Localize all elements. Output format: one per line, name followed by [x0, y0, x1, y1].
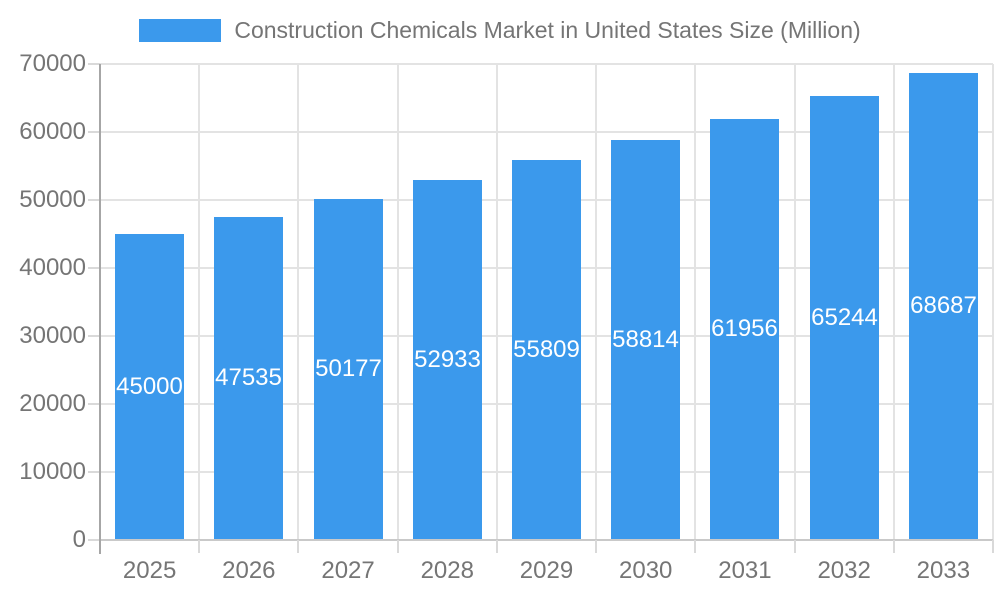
bar-value-label: 58814 [612, 326, 679, 354]
y-axis-tick-mark [88, 63, 100, 65]
y-axis-tick-mark [88, 403, 100, 405]
gridline-vertical [595, 64, 598, 540]
x-axis-tick-mark [892, 540, 895, 553]
x-axis-tick-mark [297, 540, 300, 553]
plot-area: 45000 47535 50177 52933 55809 58814 61956 65244… [100, 63, 994, 540]
x-axis-tick-label: 2029 [519, 557, 574, 584]
x-axis-tick-label: 2025 [122, 557, 177, 584]
bar-value-label: 65244 [811, 304, 878, 332]
x-axis-line [88, 539, 993, 541]
gridline-horizontal [100, 63, 993, 65]
y-axis-tick-mark [88, 131, 100, 133]
x-axis-tick-label: 2030 [619, 557, 673, 584]
bar-2031: 61956 [710, 118, 779, 540]
x-axis-tick-mark [198, 540, 201, 553]
legend-label: Construction Chemicals Market in United … [234, 17, 861, 43]
gridline-vertical [992, 64, 994, 540]
gridline-vertical [297, 64, 300, 540]
gridline-vertical [793, 64, 796, 540]
y-axis-tick-label: 0 [72, 526, 86, 553]
y-axis-tick-label: 30000 [19, 322, 86, 349]
x-axis-tick-mark [495, 540, 498, 553]
x-axis-tick-label: 2028 [420, 557, 474, 584]
x-axis-tick-mark [992, 540, 994, 553]
bar-2028: 52933 [413, 180, 482, 540]
bar-value-label: 47535 [215, 364, 282, 392]
bar-2029: 55809 [512, 160, 581, 540]
bar-value-label: 61956 [711, 315, 778, 343]
bar-2025: 45000 [115, 234, 184, 540]
gridline-vertical [892, 64, 895, 540]
y-axis-tick-mark [88, 199, 100, 201]
x-axis-tick-label: 2027 [321, 557, 375, 584]
y-axis-tick-label: 50000 [19, 186, 86, 213]
gridline-vertical [198, 64, 201, 540]
x-axis-tick-mark [694, 540, 697, 553]
x-axis-tick-label: 2031 [718, 557, 772, 584]
x-axis-tick-label: 2026 [222, 557, 276, 584]
y-axis-tick-label: 70000 [19, 50, 86, 77]
y-axis-line [99, 64, 101, 554]
bar-value-label: 55809 [513, 336, 580, 364]
legend-swatch-icon [139, 18, 222, 42]
chart-legend[interactable]: Construction Chemicals Market in United … [0, 12, 1000, 48]
y-axis-tick-mark [88, 539, 100, 541]
bar-value-label: 45000 [116, 373, 183, 400]
y-axis-tick-mark [88, 471, 100, 473]
x-axis-tick-label: 2032 [817, 557, 871, 584]
bar-2032: 65244 [810, 96, 879, 540]
x-axis-tick-mark [793, 540, 796, 553]
y-axis-tick-label: 20000 [19, 390, 86, 417]
y-axis-tick-mark [88, 267, 100, 269]
y-axis-tick-label: 40000 [19, 254, 86, 281]
x-axis-tick-mark [595, 540, 598, 553]
gridline-vertical [396, 64, 399, 540]
y-axis-tick-label: 10000 [19, 458, 86, 485]
bar-value-label: 50177 [315, 355, 382, 383]
gridline-horizontal [100, 131, 993, 133]
bar-2027: 50177 [314, 198, 383, 540]
y-axis-tick-label: 60000 [19, 118, 86, 145]
gridline-vertical [495, 64, 498, 540]
bar-2033: 68687 [909, 72, 978, 540]
bar-2026: 47535 [214, 216, 283, 540]
gridline-vertical [694, 64, 697, 540]
x-axis-tick-label: 2033 [916, 557, 971, 584]
x-axis-tick-mark [396, 540, 399, 553]
bar-value-label: 52933 [414, 346, 481, 374]
bar-value-label: 68687 [910, 292, 977, 320]
bar-2030: 58814 [611, 140, 680, 540]
y-axis-tick-mark [88, 335, 100, 337]
